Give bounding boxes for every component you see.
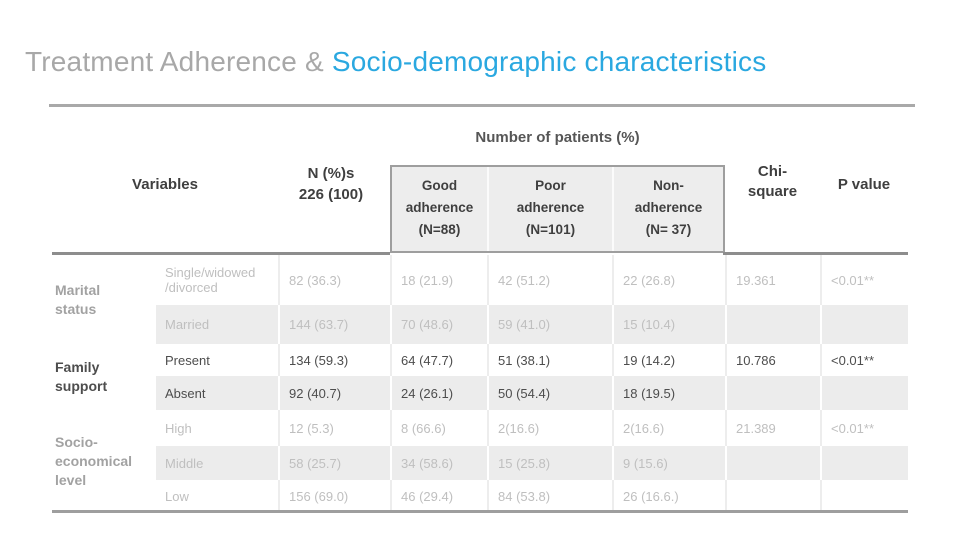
cell-variable-label: Present <box>165 352 210 368</box>
column-header-poor-adherence: Poor adherence (N=101) <box>487 167 612 251</box>
cell-non-adherence: 22 (26.8) <box>612 255 725 305</box>
cell-non-adherence: 9 (15.6) <box>612 446 725 480</box>
group-label-marital-status: Marital status <box>52 255 156 344</box>
column-header-non-adherence: Non- adherence (N= 37) <box>612 167 723 251</box>
cell-p-value <box>820 305 908 344</box>
cell-n-total: 134 (59.3) <box>278 344 390 376</box>
cell-n-total: 144 (63.7) <box>278 305 390 344</box>
column-header-chi-square: Chi- square <box>747 163 798 200</box>
cell-good-adherence: 18 (21.9) <box>390 255 487 305</box>
cell-p-value <box>820 376 908 410</box>
page-title: Treatment Adherence & Socio-demographic … <box>25 46 766 78</box>
cell-variable-label: Low <box>165 488 189 504</box>
cell-p-value: <0.01** <box>820 410 908 446</box>
cell-poor-adherence: 15 (25.8) <box>487 446 612 480</box>
cell-n-total: 82 (36.3) <box>278 255 390 305</box>
cell-poor-adherence: 50 (54.4) <box>487 376 612 410</box>
cell-good-adherence: 24 (26.1) <box>390 376 487 410</box>
column-header-p-value: P value <box>837 176 891 193</box>
title-accent-text: Socio-demographic characteristics <box>331 46 767 77</box>
cell-chi-square <box>725 480 820 512</box>
cell-chi-square: 19.361 <box>725 255 820 305</box>
cell-n-total: 92 (40.7) <box>278 376 390 410</box>
cell-non-adherence: 19 (14.2) <box>612 344 725 376</box>
title-main-text: Treatment Adherence & <box>25 46 332 77</box>
column-header-n-total: N (%)s 226 (100) <box>298 165 364 203</box>
group-label-family-support: Family support <box>52 344 156 410</box>
cell-p-value <box>820 480 908 512</box>
cell-poor-adherence: 84 (53.8) <box>487 480 612 512</box>
column-header-variables: Variables <box>132 176 198 193</box>
cell-n-total: 58 (25.7) <box>278 446 390 480</box>
cell-p-value: <0.01** <box>820 344 908 376</box>
cell-variable-label: High <box>165 420 192 436</box>
cell-chi-square: 10.786 <box>725 344 820 376</box>
cell-chi-square <box>725 446 820 480</box>
cell-poor-adherence: 51 (38.1) <box>487 344 612 376</box>
header-divider-right <box>723 252 908 255</box>
table-bottom-divider <box>52 510 908 513</box>
cell-variable-label: Middle <box>156 446 278 480</box>
title-divider <box>49 104 915 107</box>
cell-n-total: 156 (69.0) <box>278 480 390 512</box>
cell-n-total: 12 (5.3) <box>278 410 390 446</box>
cell-good-adherence: 34 (58.6) <box>390 446 487 480</box>
adherence-header-box: Good adherence (N=88) Poor adherence (N=… <box>390 165 725 253</box>
cell-variable-label: Married <box>156 305 278 344</box>
cell-poor-adherence: 42 (51.2) <box>487 255 612 305</box>
group-label-socio-economical-level: Socio- economical level <box>52 410 156 512</box>
header-divider-left <box>52 252 390 255</box>
cell-variable-label: Absent <box>156 376 278 410</box>
cell-chi-square <box>725 305 820 344</box>
cell-chi-square: 21.389 <box>725 410 820 446</box>
cell-poor-adherence: 2(16.6) <box>487 410 612 446</box>
cell-p-value <box>820 446 908 480</box>
cell-non-adherence: 26 (16.6.) <box>612 480 725 512</box>
cell-chi-square <box>725 376 820 410</box>
column-header-good-adherence: Good adherence (N=88) <box>405 178 474 237</box>
cell-good-adherence: 46 (29.4) <box>390 480 487 512</box>
patients-group-header: Number of patients (%) <box>475 129 640 146</box>
cell-p-value: <0.01** <box>820 255 908 305</box>
cell-non-adherence: 18 (19.5) <box>612 376 725 410</box>
cell-good-adherence: 70 (48.6) <box>390 305 487 344</box>
cell-non-adherence: 15 (10.4) <box>612 305 725 344</box>
cell-good-adherence: 64 (47.7) <box>390 344 487 376</box>
cell-non-adherence: 2(16.6) <box>612 410 725 446</box>
cell-good-adherence: 8 (66.6) <box>390 410 487 446</box>
table-body: Marital status Family support Socio- eco… <box>52 255 908 512</box>
cell-variable-label: Single/widowed /divorced <box>165 265 256 295</box>
cell-poor-adherence: 59 (41.0) <box>487 305 612 344</box>
